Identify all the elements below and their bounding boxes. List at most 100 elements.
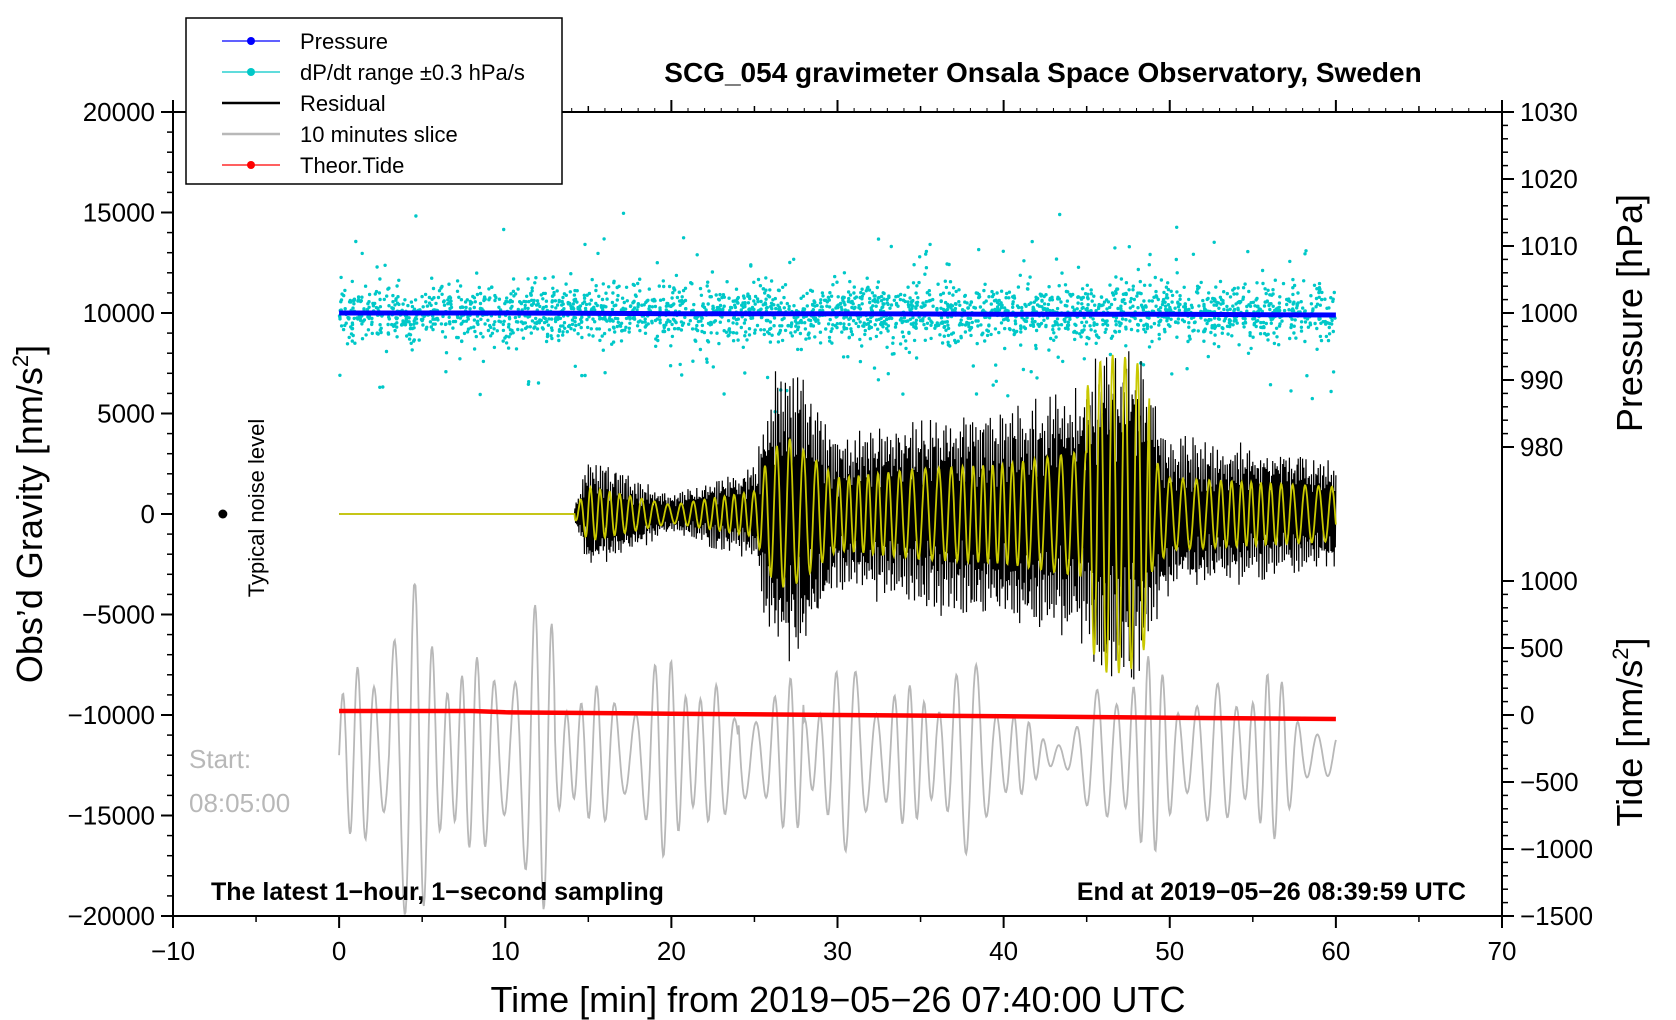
- dpdt-point: [384, 349, 389, 354]
- dpdt-point: [1142, 299, 1146, 303]
- dpdt-point: [1219, 298, 1224, 302]
- dpdt-point: [455, 289, 460, 293]
- dpdt-point: [753, 331, 757, 335]
- dpdt-point: [1266, 332, 1270, 336]
- dpdt-point: [1187, 325, 1191, 329]
- dpdt-point: [885, 326, 889, 331]
- dpdt-point: [1311, 307, 1315, 311]
- dpdt-point: [983, 282, 987, 286]
- dpdt-point: [933, 326, 937, 330]
- dpdt-point: [1031, 324, 1036, 328]
- dpdt-point: [462, 331, 467, 336]
- dpdt-point: [553, 299, 558, 303]
- dpdt-point: [490, 331, 495, 335]
- dpdt-point: [1036, 322, 1040, 326]
- dpdt-point: [561, 333, 565, 337]
- dpdt-point: [1102, 300, 1107, 304]
- series-theor-tide-line: [339, 708, 1336, 722]
- x-tick-label: 70: [1488, 936, 1517, 966]
- dpdt-point: [946, 326, 951, 331]
- dpdt-point: [387, 317, 391, 321]
- dpdt-point: [1104, 327, 1108, 331]
- dpdt-point: [1332, 290, 1337, 295]
- dpdt-point: [1101, 322, 1105, 327]
- dpdt-point: [852, 291, 856, 295]
- dpdt-point: [509, 332, 513, 336]
- dpdt-point: [1248, 304, 1253, 308]
- dpdt-point: [843, 308, 848, 312]
- dpdt-point: [956, 339, 960, 343]
- dpdt-point: [455, 279, 460, 283]
- dpdt-point: [662, 329, 666, 333]
- dpdt-point: [442, 303, 447, 307]
- dpdt-point: [820, 305, 824, 309]
- dpdt-point: [1260, 268, 1265, 273]
- dpdt-point: [753, 302, 757, 306]
- dpdt-point: [610, 342, 614, 346]
- dpdt-point: [708, 295, 712, 299]
- dpdt-point: [687, 322, 691, 326]
- dpdt-point: [573, 364, 577, 368]
- dpdt-point: [957, 288, 961, 292]
- dpdt-point: [621, 306, 625, 310]
- y-axis-title-left-end: ]: [9, 345, 50, 355]
- dpdt-point: [1331, 329, 1336, 334]
- dpdt-point: [991, 383, 995, 387]
- dpdt-point: [944, 328, 948, 332]
- dpdt-point: [1129, 327, 1134, 332]
- dpdt-point: [555, 303, 560, 307]
- dpdt-point: [793, 319, 798, 323]
- dpdt-point: [911, 281, 916, 285]
- dpdt-point: [545, 319, 549, 324]
- dpdt-point: [1034, 343, 1038, 348]
- dpdt-point: [1068, 317, 1072, 321]
- dpdt-point: [1236, 308, 1240, 312]
- dpdt-point: [604, 291, 608, 295]
- dpdt-point: [412, 326, 416, 330]
- dpdt-point: [677, 290, 681, 294]
- end-time-note: End at 2019−05−26 08:39:59 UTC: [1077, 878, 1466, 906]
- dpdt-point: [867, 326, 871, 331]
- dpdt-point: [561, 295, 565, 300]
- dpdt-point: [1285, 302, 1289, 307]
- dpdt-point: [448, 322, 452, 326]
- dpdt-point: [874, 304, 878, 308]
- dpdt-point: [1291, 277, 1295, 282]
- dpdt-point: [1296, 301, 1300, 305]
- dpdt-point: [753, 294, 758, 299]
- dpdt-point: [568, 290, 572, 294]
- dpdt-point: [476, 319, 480, 323]
- dpdt-point: [429, 325, 433, 329]
- dpdt-point: [1105, 307, 1109, 311]
- dpdt-point: [1216, 301, 1221, 305]
- dpdt-point: [1072, 330, 1076, 334]
- dpdt-point: [1257, 307, 1262, 311]
- dpdt-point: [1011, 300, 1015, 304]
- dpdt-point: [1143, 304, 1148, 308]
- legend-box: [185, 17, 563, 185]
- dpdt-point: [990, 289, 994, 294]
- dpdt-point: [1267, 303, 1271, 308]
- dpdt-point: [939, 316, 944, 320]
- dpdt-point: [671, 291, 675, 295]
- dpdt-point: [997, 302, 1001, 306]
- dpdt-point: [386, 331, 390, 335]
- dpdt-point: [1066, 290, 1070, 294]
- dpdt-point: [1065, 304, 1069, 308]
- dpdt-point: [665, 320, 669, 325]
- dpdt-point: [807, 336, 811, 340]
- dpdt-point: [543, 291, 547, 296]
- dpdt-point: [526, 306, 530, 311]
- dpdt-point: [954, 302, 958, 306]
- dpdt-point: [561, 330, 565, 334]
- dpdt-point: [1189, 303, 1194, 307]
- dpdt-point: [903, 293, 907, 297]
- dpdt-point: [539, 293, 543, 297]
- dpdt-point: [1164, 296, 1169, 300]
- dpdt-point: [768, 320, 773, 324]
- dpdt-point: [585, 293, 589, 297]
- dpdt-point: [915, 284, 919, 288]
- dpdt-point: [717, 341, 721, 346]
- dpdt-point: [1049, 336, 1053, 341]
- dpdt-point: [853, 305, 857, 310]
